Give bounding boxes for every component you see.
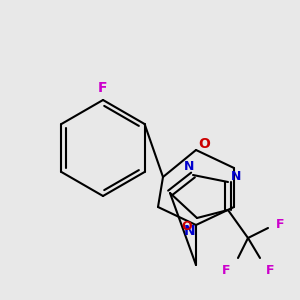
Text: N: N	[184, 224, 196, 238]
Text: F: F	[276, 218, 284, 230]
Text: O: O	[182, 220, 192, 232]
Text: F: F	[98, 81, 108, 95]
Text: N: N	[231, 169, 241, 182]
Text: F: F	[266, 264, 275, 277]
Text: N: N	[184, 160, 194, 172]
Text: O: O	[198, 137, 210, 151]
Text: F: F	[221, 264, 230, 277]
